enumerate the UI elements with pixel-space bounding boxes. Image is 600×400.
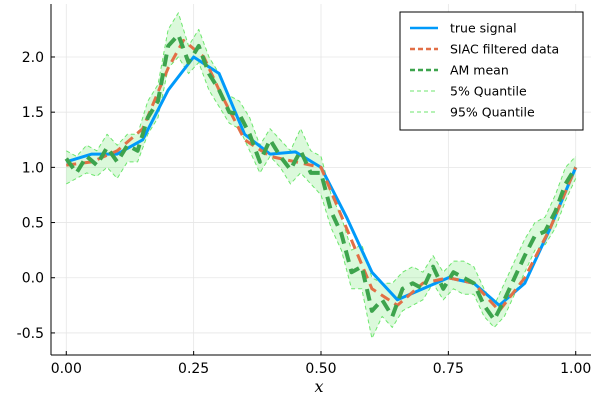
series-lines [64, 12, 578, 339]
x-tick-label: 0.25 [178, 361, 209, 377]
series-line-2 [64, 32, 578, 322]
y-tick-label: 0.5 [22, 216, 44, 232]
legend-label: true signal [450, 21, 517, 36]
quantile-band-fill [66, 12, 576, 339]
y-tick-label: 2.0 [22, 50, 44, 66]
tick-labels: 0.00 0.25 0.50 0.75 1.00 -0.5 0.0 0.5 1.0 1.5 2.0 [17, 50, 592, 377]
y-tick-label: 1.5 [22, 105, 44, 121]
x-tick-label: 1.00 [560, 361, 591, 377]
x-tick-label: 0.75 [433, 361, 464, 377]
x-axis-label: x [314, 377, 323, 396]
x-tick-label: 0.00 [51, 361, 82, 377]
y-tick-label: 1.0 [22, 160, 44, 176]
legend: true signal SIAC filtered data AM mean 5% Q… [399, 11, 584, 131]
series-line-3 [66, 56, 577, 339]
series-line-1 [66, 38, 578, 313]
y-tick-label: -0.5 [17, 326, 44, 342]
quantile-band [66, 12, 576, 339]
legend-label: 95% Quantile [450, 105, 535, 120]
legend-label: AM mean [450, 63, 509, 78]
x-tick-label: 0.50 [305, 361, 336, 377]
y-tick-label: 0.0 [22, 271, 44, 287]
legend-label: SIAC filtered data [450, 42, 559, 57]
axes [50, 4, 591, 356]
legend-label: 5% Quantile [450, 84, 527, 99]
